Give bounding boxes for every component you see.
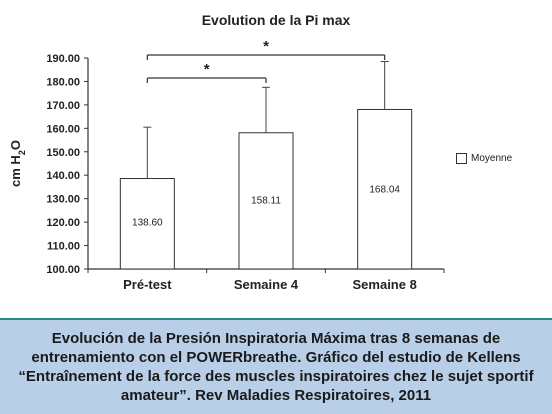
legend-label: Moyenne [471,153,513,164]
y-tick-label: 170.00 [46,100,80,112]
y-tick-label: 150.00 [46,147,80,159]
bar [119,178,175,270]
y-tick-label: 120.00 [46,217,80,229]
x-tick-label: Semaine 8 [353,277,417,292]
bar-value-label: 138.60 [132,218,163,229]
x-tick-label: Pré-test [123,277,172,292]
legend: Moyenne [456,153,512,164]
legend-swatch [456,153,467,164]
y-tick-label: 190.00 [46,53,80,65]
y-tick-label: 140.00 [46,170,80,182]
x-tick-label: Semaine 4 [234,277,299,292]
significance-star: * [263,38,269,55]
significance-star: * [204,61,210,78]
bar [238,132,294,270]
caption-line-3: “Entraînement de la force des muscles in… [18,368,534,385]
chart-area: Evolution de la Pi max 100.00 110.00 120.00… [8,12,512,292]
y-tick-label: 100.00 [46,264,80,276]
y-tick-label: 160.00 [46,123,80,135]
y-tick-label: 180.00 [46,76,80,88]
caption-line-1: Evolución de la Presión Inspiratoria Máx… [51,330,501,347]
y-axis-label: cm H2O [8,140,27,187]
bar-value-label: 168.04 [369,184,400,195]
y-tick-label: 110.00 [47,241,80,253]
bar-value-label: 158.11 [251,196,281,207]
y-tick-label: 130.00 [46,194,80,206]
caption-box: Evolución de la Presión Inspiratoria Máx… [0,318,552,414]
chart-title: Evolution de la Pi max [202,12,351,28]
caption-line-4: amateur”. Rev Maladies Respiratoires, 20… [120,387,432,404]
chart-svg: Evolution de la Pi max 100.00 110.00 120.00… [8,12,445,292]
bar [357,108,413,270]
caption-line-2: entrenamiento con el POWERbreathe. Gráfi… [31,349,521,366]
